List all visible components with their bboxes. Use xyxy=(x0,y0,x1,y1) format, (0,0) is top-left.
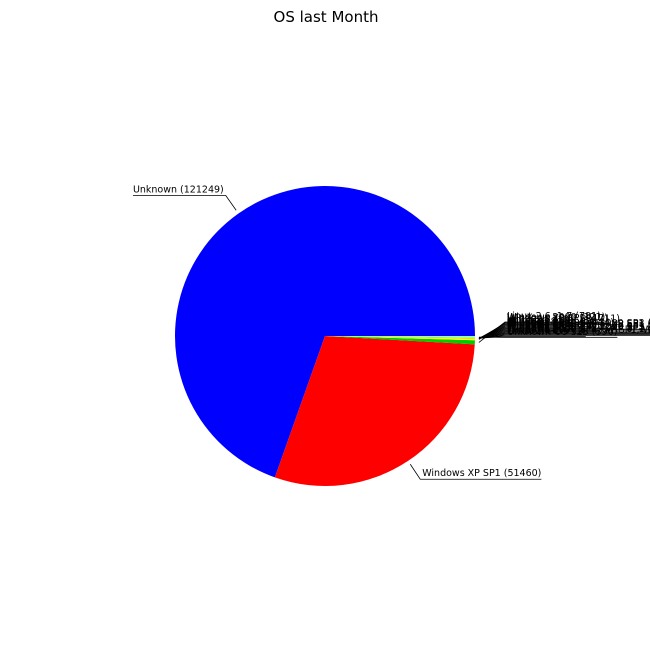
pie-slice-10 xyxy=(325,336,475,339)
pie-slice-17 xyxy=(325,336,475,339)
pie-slice-14 xyxy=(325,336,475,339)
slice-label-group-1: Windows XP SP1 (51460) xyxy=(409,464,542,480)
slices-layer xyxy=(175,185,476,486)
pie-slice-4 xyxy=(325,336,475,339)
slice-label-10: Windows XP SP1 + 2000 SP3 (3) xyxy=(507,318,650,329)
pie-slice-3 xyxy=(325,336,475,341)
labels-layer: Unknown (121249) Windows XP SP1 (51460) Li… xyxy=(132,185,650,480)
slice-label-6: Linux 2.6 (10) xyxy=(507,315,573,326)
slice-label-16: Windows 2000 SP2+, XP SP1, 2000 SP3 (1) xyxy=(507,324,650,335)
slice-label-group-0: Unknown (121249) xyxy=(132,185,237,211)
slice-label-2: Linux 2.6 .1-7 (781) xyxy=(507,311,601,322)
slice-label-15: Windows XP SP1+, 2000 SP3 (1) xyxy=(507,323,650,334)
pie-slice-6 xyxy=(325,336,475,339)
chart-title: OS last Month xyxy=(274,8,379,26)
slice-label-0: Unknown (121249) xyxy=(133,185,224,196)
slice-label-4: Windows XP SP2 (12) xyxy=(507,313,608,324)
slice-label-11: Windows 2000 SP2+, XP SP1 (2) xyxy=(507,319,650,330)
pie-slice-7 xyxy=(325,336,475,339)
pie-slice-12 xyxy=(325,336,475,339)
pie-slice-9 xyxy=(325,336,475,339)
slice-label-7: Windows 2003 (8) xyxy=(507,316,593,327)
pie-slice-0 xyxy=(175,185,476,478)
slice-label-group-19: Unknown OS 323 (396) xyxy=(478,326,618,338)
slice-label-17: Windows 2000 SP4, XP SP1, Win 2000 SP3 (… xyxy=(507,325,650,336)
pie-slice-11 xyxy=(325,336,475,339)
pie-slice-1 xyxy=(274,336,475,486)
pie-slice-15 xyxy=(325,336,475,339)
pie-slice-16 xyxy=(325,336,475,339)
slice-label-19: Unknown OS 323 (396) xyxy=(507,326,617,337)
slice-label-group-18: Linux 2.4-2.6 (1) xyxy=(478,325,586,339)
leader-line-0 xyxy=(132,195,237,211)
pie-slice-19 xyxy=(325,336,475,339)
pie-slice-8 xyxy=(325,336,475,339)
slice-label-14: Windows 2000 SP2+, XP SP1 (1) xyxy=(507,322,650,333)
slice-label-9: Windows 2000 SP4 (4) xyxy=(507,317,614,328)
slice-label-18: Linux 2.4-2.6 (1) xyxy=(507,325,586,336)
pie-slice-13 xyxy=(325,336,475,339)
slice-label-1: Windows XP SP1 (51460) xyxy=(422,468,541,479)
slice-label-12: Windows NT 4.0 (1) xyxy=(507,320,600,331)
slice-label-5: Windows 2000 SP4 (11) xyxy=(507,314,620,325)
pie-slice-2 xyxy=(325,336,475,345)
leader-line-18 xyxy=(478,335,586,339)
slice-label-3: Windows 2000 (321) xyxy=(507,312,605,323)
slice-label-8: SunOS 5.8 (5) xyxy=(507,316,573,327)
leader-line-1 xyxy=(409,464,542,480)
slice-label-13: Windows XP SP1+, 2000 SP3 (1) xyxy=(507,321,650,332)
pie-slice-5 xyxy=(325,336,475,339)
pie-slice-18 xyxy=(325,336,475,339)
